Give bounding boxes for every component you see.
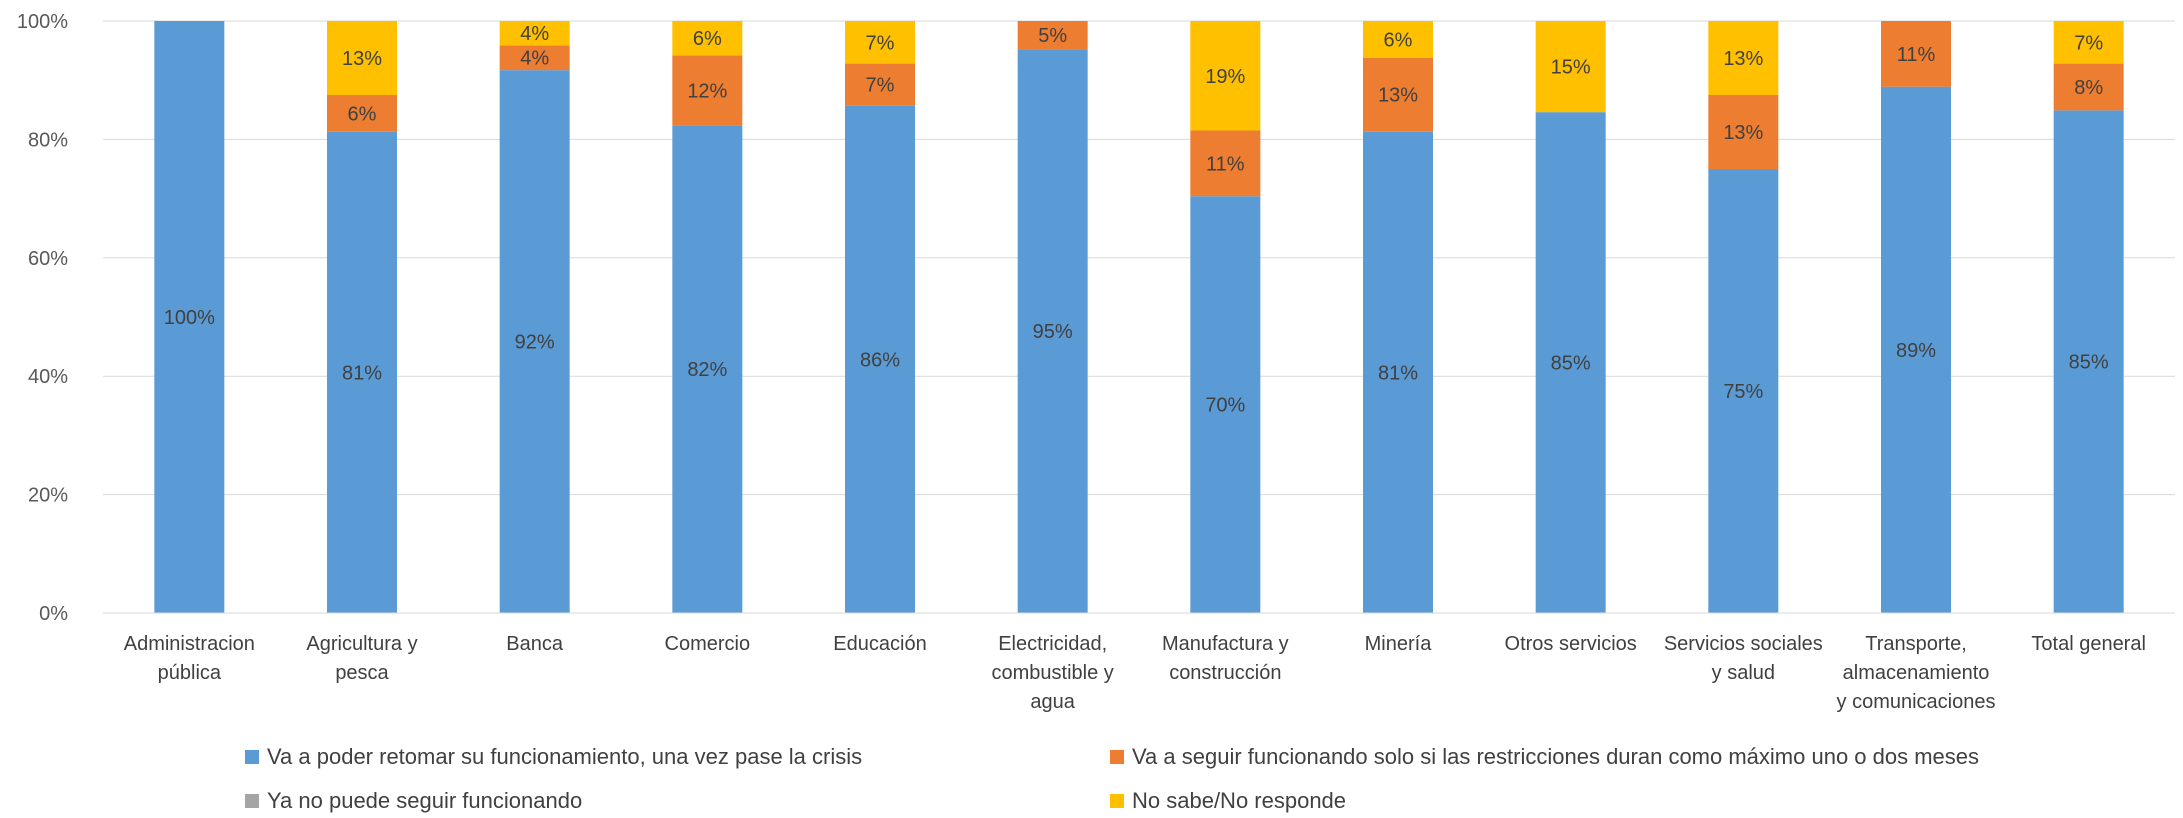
y-tick-label: 60% [28,248,68,270]
data-label: 81% [342,362,382,384]
data-label: 11% [1206,153,1245,175]
x-tick-label: Comercio [665,633,751,655]
bar-segment [327,21,397,95]
data-label: 100% [164,307,215,329]
data-label: 15% [1551,57,1591,79]
bar-segment [2053,110,2124,613]
y-tick-label: 100% [17,11,68,33]
bar-segment [845,105,915,613]
data-label: 82% [687,359,727,381]
x-tick-label: Servicios sociales y salud [1664,633,1823,684]
data-label: 7% [866,75,895,97]
x-tick-label: Agricultura y pesca [306,633,417,684]
data-label: 81% [1378,362,1418,384]
bar-segment [1363,57,1433,132]
bar-segment [1190,21,1261,131]
data-label: 13% [1723,48,1763,70]
bar-segment [327,95,397,132]
bar-segment [1708,21,1779,95]
data-label: 85% [1551,353,1591,375]
bar-segment [1017,21,1088,50]
bar-segment [845,63,915,106]
x-tick-label: Transporte, almacenamiento y comunicacione… [1837,633,1996,713]
bar-segment [1535,112,1606,613]
data-labels: 100% 81% 6% 13% 92% 4% 4% 82% 12% 6% 86% 7% 7% 95% 5% 7… [164,23,2109,416]
data-label: 11% [1897,44,1936,66]
data-label: 13% [342,48,382,70]
x-tick-label: Educación [833,633,926,655]
bar-segment [1363,21,1433,58]
y-tick-label: 40% [28,366,68,388]
bar-segment [672,21,743,56]
data-label: 92% [515,332,555,354]
data-label: 7% [2074,32,2103,54]
x-tick-label: Otros servicios [1505,633,1637,655]
bar-segment [845,21,915,64]
data-label: 13% [1723,122,1763,144]
bars [154,21,2124,614]
data-label: 89% [1896,340,1936,362]
bar-segment [1708,169,1779,613]
bar-segment [1535,21,1606,113]
data-label: 6% [693,28,722,50]
bar-segment [672,125,743,613]
data-label: 7% [866,32,895,54]
bar-segment [1881,21,1951,87]
x-tick-label: Total general [2031,633,2146,655]
bar-segment [2053,63,2124,111]
bar-segment [672,55,743,126]
data-label: 6% [1384,29,1413,51]
y-tick-label: 80% [28,129,68,151]
x-tick-label: Banca [506,633,564,655]
data-label: 4% [520,48,549,70]
x-tick-label: Administracion pública [124,633,255,684]
bar-segment [1190,130,1261,197]
bar-segment [327,131,397,614]
bar-segment [1363,131,1433,614]
data-label: 8% [2074,77,2103,99]
gridlines [103,20,2175,614]
bar-segment [1708,95,1779,169]
bar-segment [499,21,570,46]
data-label: 19% [1205,66,1245,88]
x-tick-label: Minería [1365,633,1433,655]
bar-segment [2053,21,2124,64]
data-label: 13% [1378,85,1418,107]
data-label: 12% [687,80,727,102]
data-label: 5% [1038,25,1067,47]
data-label: 86% [860,349,900,371]
bar-segment [1190,196,1261,613]
bar-segment [1881,86,1951,614]
y-tick-label: 20% [28,485,68,507]
bar-segment [499,70,570,614]
y-tick-label: 0% [39,603,68,625]
axes: 0% 20% 40% 60% 80% 100% Administracion pública A… [17,11,2175,713]
data-label: 4% [520,23,549,45]
bar-segment [154,21,225,613]
bar-segment [1017,49,1088,613]
bar-segment [499,45,570,71]
data-label: 95% [1033,321,1073,343]
x-tick-label: Electricidad, combustible y agua [992,633,1114,713]
data-label: 75% [1723,381,1763,403]
data-label: 85% [2069,352,2109,374]
x-tick-label: Manufactura y construcción [1162,633,1289,684]
data-label: 70% [1205,395,1245,417]
data-label: 6% [348,103,377,125]
